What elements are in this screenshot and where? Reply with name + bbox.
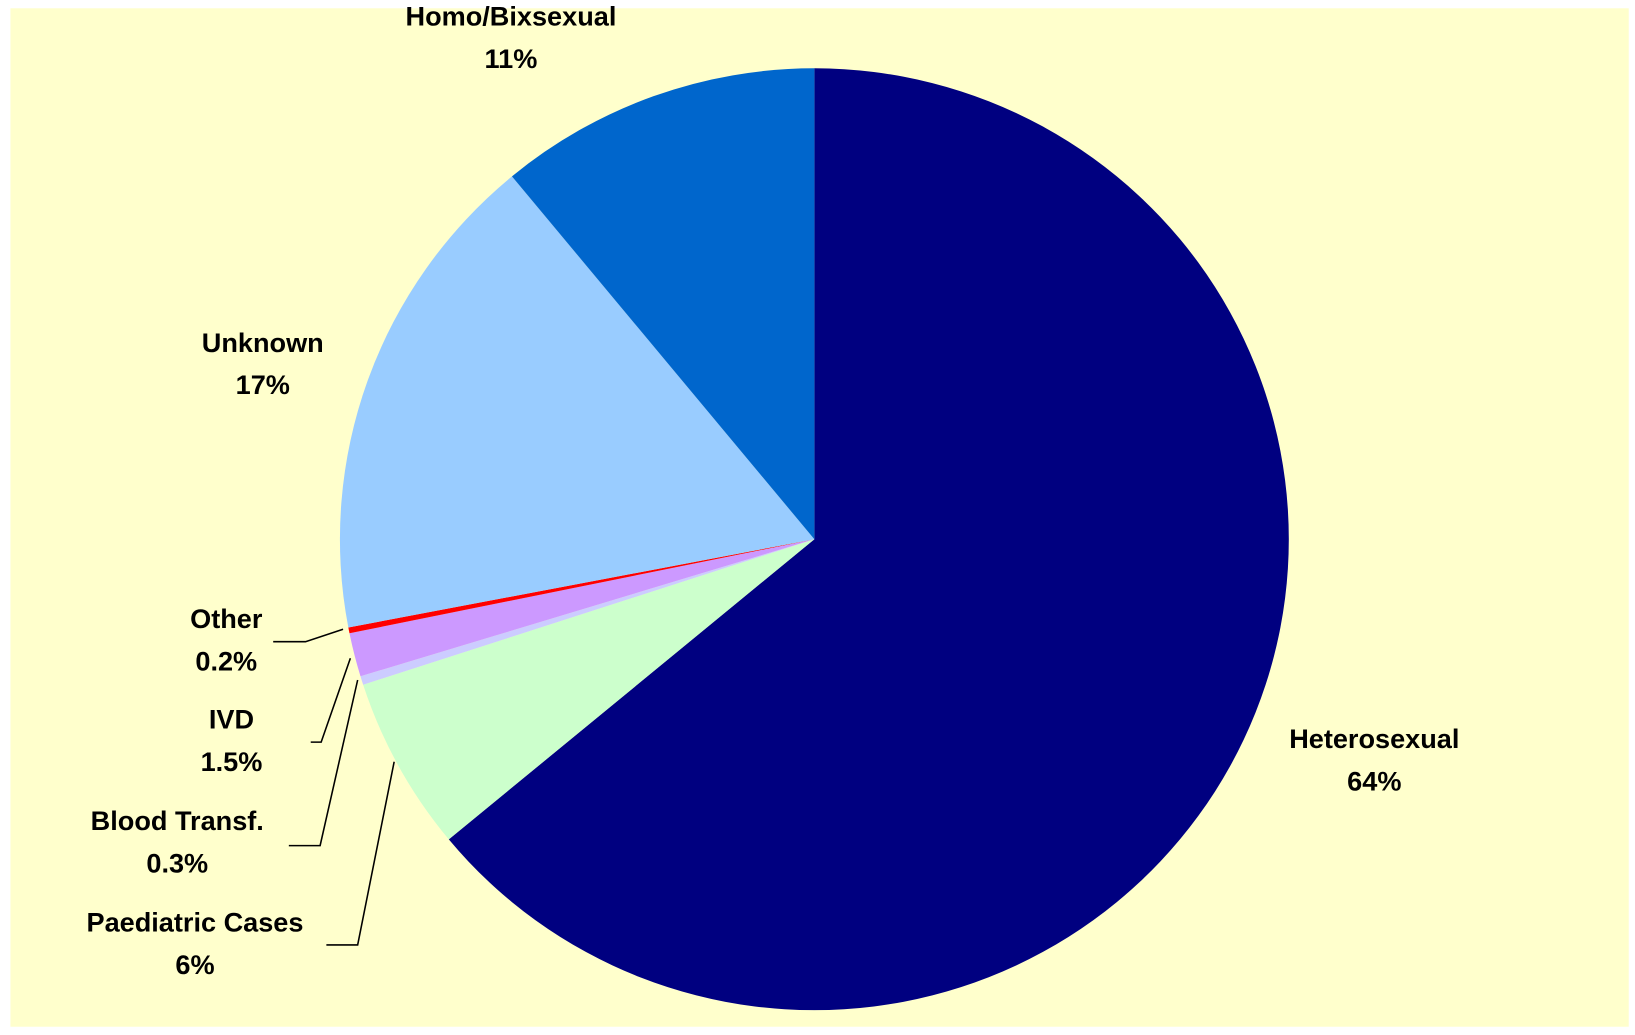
- pie: [339, 68, 1289, 1011]
- slice-value-label: 64%: [1347, 767, 1401, 797]
- leader-line: [288, 679, 359, 847]
- slice-value-label: 1.5%: [201, 747, 263, 777]
- slice-label: Other: [190, 604, 263, 634]
- slice-label: IVD: [209, 705, 254, 735]
- leader-line: [273, 628, 344, 643]
- slice-value-label: 17%: [236, 370, 290, 400]
- slice-label: Blood Transf.: [91, 806, 264, 836]
- leader-line: [310, 658, 352, 743]
- slice-value-label: 11%: [485, 44, 538, 74]
- pie-slice: [511, 68, 815, 540]
- slice-label: Heterosexual: [1289, 724, 1459, 754]
- slice-label: Homo/Bixsexual: [406, 2, 617, 32]
- pie-slice: [360, 539, 815, 685]
- leader-line: [326, 761, 395, 946]
- pie-slice: [363, 539, 815, 840]
- slice-value-label: 0.2%: [195, 647, 257, 677]
- pie-slice: [448, 68, 1289, 1011]
- slice-value-label: 6%: [175, 950, 214, 980]
- pie-slice: [349, 539, 815, 677]
- slice-value-label: 0.3%: [146, 848, 208, 878]
- slice-label: Unknown: [202, 328, 324, 358]
- slice-label: Paediatric Cases: [87, 907, 304, 937]
- pie-slice: [339, 176, 815, 628]
- pie-slice: [348, 539, 815, 634]
